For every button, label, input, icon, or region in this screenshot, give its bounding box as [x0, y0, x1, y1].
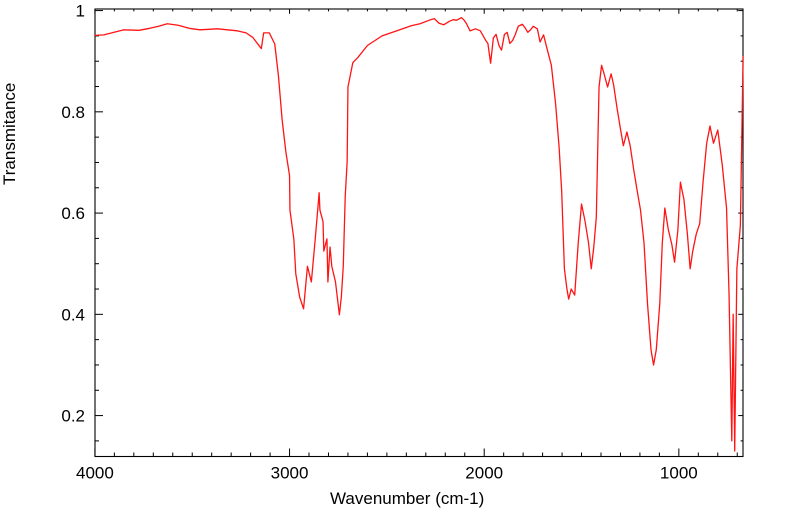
svg-text:0.8: 0.8: [61, 103, 85, 122]
svg-text:4000: 4000: [76, 464, 114, 483]
svg-text:1: 1: [76, 2, 85, 21]
svg-text:0.4: 0.4: [61, 305, 85, 324]
svg-text:2000: 2000: [465, 464, 503, 483]
svg-text:3000: 3000: [271, 464, 309, 483]
svg-text:0.2: 0.2: [61, 407, 85, 426]
svg-text:0.6: 0.6: [61, 204, 85, 223]
svg-text:1000: 1000: [660, 464, 698, 483]
